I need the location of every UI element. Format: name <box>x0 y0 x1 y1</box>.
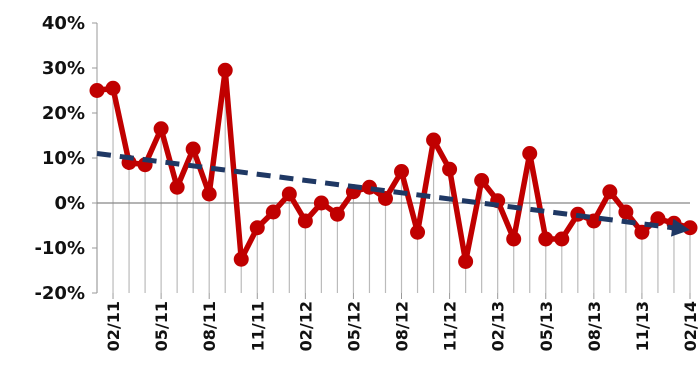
x-tick-label: 02/11 <box>104 301 123 351</box>
data-point <box>89 83 105 98</box>
x-tick-label: 02/13 <box>489 301 508 351</box>
x-tick-label: 02/12 <box>296 301 315 351</box>
x-tick-label: 08/12 <box>393 301 412 351</box>
data-point <box>313 195 329 211</box>
data-point <box>522 146 538 161</box>
data-point <box>201 186 217 202</box>
data-point <box>233 251 249 267</box>
series-markers <box>89 62 698 269</box>
data-point <box>426 132 442 148</box>
data-point <box>265 204 281 220</box>
y-tick-label: -10% <box>34 238 85 259</box>
x-axis-ticks: 02/11 05/11 08/11 11/11 02/12 05/12 08/12 11/12… <box>104 293 700 351</box>
data-point <box>217 62 233 78</box>
y-tick-label: 0% <box>54 193 85 214</box>
data-point <box>618 204 634 220</box>
data-point <box>650 211 666 227</box>
x-tick-label: 05/11 <box>152 301 171 351</box>
data-point <box>394 164 410 179</box>
y-axis-ticks: -20% -10% 0% 10% 20% 30% 40% <box>34 13 97 304</box>
data-point <box>506 231 522 247</box>
x-tick-label: 02/14 <box>681 301 700 351</box>
data-point <box>634 224 650 240</box>
data-point <box>249 220 265 236</box>
data-point <box>329 206 345 222</box>
y-tick-label: 40% <box>42 13 85 34</box>
x-tick-label: 05/12 <box>344 301 363 351</box>
data-point <box>410 224 426 240</box>
y-tick-label: 30% <box>42 58 85 79</box>
data-point <box>586 213 602 229</box>
drop-lines <box>96 70 691 293</box>
data-point <box>538 231 554 247</box>
x-tick-label: 11/11 <box>248 301 267 351</box>
x-tick-label: 05/13 <box>537 301 556 351</box>
trendline <box>96 151 677 231</box>
data-point <box>474 173 490 188</box>
data-point <box>105 80 121 96</box>
data-point <box>442 161 458 177</box>
data-point <box>602 184 618 200</box>
data-point <box>682 220 698 236</box>
data-point <box>169 179 185 195</box>
data-point <box>297 213 313 229</box>
data-point <box>458 254 474 269</box>
data-point <box>185 141 201 157</box>
y-tick-label: 10% <box>42 148 85 169</box>
x-tick-label: 08/11 <box>200 301 219 351</box>
x-tick-label: 08/13 <box>585 301 604 351</box>
data-point <box>281 186 297 202</box>
data-point <box>153 121 169 137</box>
x-tick-label: 11/12 <box>441 301 460 351</box>
data-point <box>377 191 393 206</box>
series-line <box>96 67 691 265</box>
y-tick-label: 20% <box>42 103 85 124</box>
x-tick-label: 11/13 <box>633 301 652 351</box>
trendline-arrowhead <box>670 218 690 237</box>
data-point <box>554 231 570 247</box>
y-tick-label: -20% <box>34 283 85 304</box>
